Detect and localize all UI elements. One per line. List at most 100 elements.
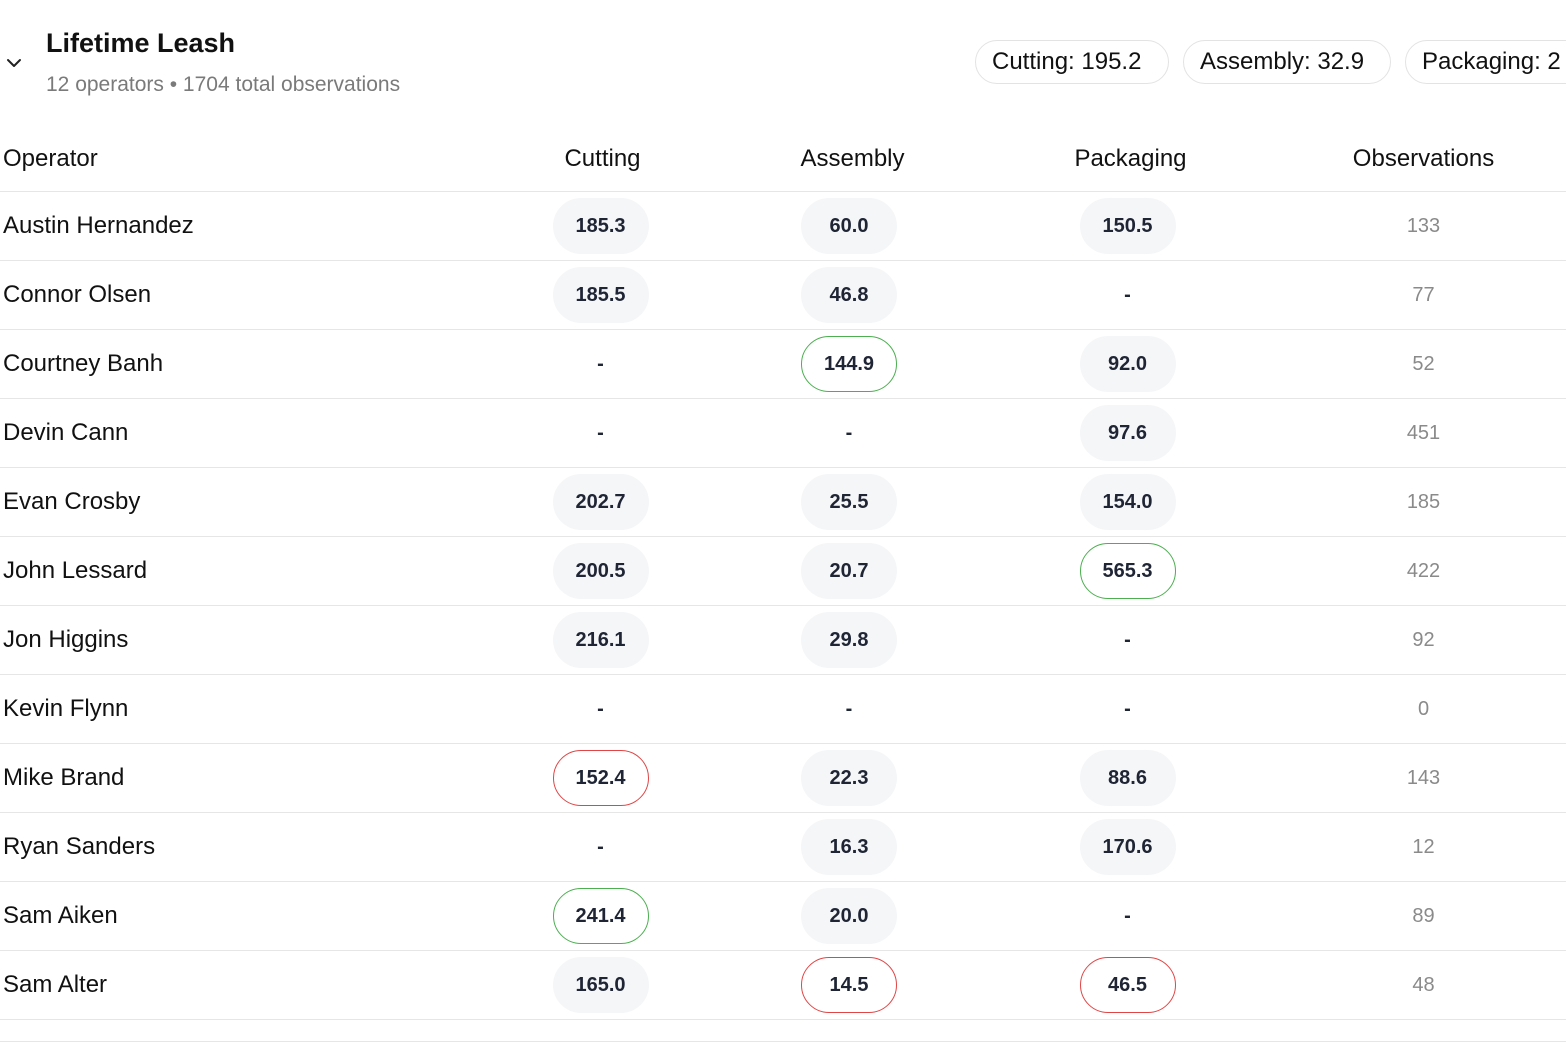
table-row[interactable]: John Lessard 200.5 20.7 565.3 422 (0, 536, 1566, 606)
table-header-row: Operator Cutting Assembly Packaging Obse… (0, 127, 1566, 192)
observations-count: 451 (1281, 398, 1566, 468)
assembly-value-pill[interactable]: 14.5 (801, 957, 897, 1013)
operator-name: Sam Alter (0, 950, 480, 1020)
packaging-cell: 170.6 (980, 812, 1281, 882)
observations-count: 52 (1281, 329, 1566, 399)
section-header: Lifetime Leash 12 operators • 1704 total… (0, 0, 1566, 120)
section-title: Lifetime Leash (46, 28, 236, 58)
packaging-cell: - (980, 605, 1281, 675)
cutting-cell: - (480, 398, 725, 468)
packaging-cell: - (980, 260, 1281, 330)
chevron-down-icon (7, 59, 21, 67)
cutting-value-pill[interactable]: 185.5 (552, 267, 649, 323)
assembly-cell: 16.3 (725, 812, 980, 882)
assembly-cell: 46.8 (725, 260, 980, 330)
packaging-cell: 88.6 (980, 743, 1281, 813)
divider (0, 1041, 1566, 1042)
cutting-cell: 152.4 (480, 743, 725, 813)
assembly-value-pill[interactable]: 46.8 (801, 267, 897, 323)
cutting-value-pill[interactable]: 200.5 (552, 543, 649, 599)
chip-packaging-average[interactable]: Packaging: 2 (1405, 40, 1566, 84)
cutting-cell: 185.5 (480, 260, 725, 330)
packaging-empty-value: - (1124, 283, 1131, 306)
observations-count: 12 (1281, 812, 1566, 882)
table-row[interactable]: Kevin Flynn - - - 0 (0, 674, 1566, 744)
table-row[interactable]: Austin Hernandez 185.3 60.0 150.5 133 (0, 191, 1566, 261)
packaging-empty-value: - (1124, 628, 1131, 651)
packaging-value-pill[interactable]: 154.0 (1079, 474, 1176, 530)
table-row[interactable]: Sam Aiken 241.4 20.0 - 89 (0, 881, 1566, 951)
column-header-assembly[interactable]: Assembly (725, 127, 980, 192)
assembly-cell: 60.0 (725, 191, 980, 261)
column-header-observations[interactable]: Observations (1281, 127, 1566, 192)
assembly-value-pill[interactable]: 25.5 (801, 474, 897, 530)
observations-count: 77 (1281, 260, 1566, 330)
cutting-cell: 165.0 (480, 950, 725, 1020)
cutting-cell: 216.1 (480, 605, 725, 675)
assembly-empty-value: - (845, 697, 853, 720)
operator-name: Mike Brand (0, 743, 480, 813)
cutting-cell: - (480, 812, 725, 882)
cutting-empty-value: - (597, 835, 604, 858)
column-header-operator[interactable]: Operator (0, 127, 480, 192)
assembly-value-pill[interactable]: 144.9 (801, 336, 897, 392)
operator-name: Austin Hernandez (0, 191, 480, 261)
table-row[interactable]: Sam Alter 165.0 14.5 46.5 48 (0, 950, 1566, 1020)
cutting-value-pill[interactable]: 185.3 (552, 198, 649, 254)
assembly-cell: 144.9 (725, 329, 980, 399)
assembly-cell: 29.8 (725, 605, 980, 675)
packaging-cell: 154.0 (980, 467, 1281, 537)
table-row[interactable]: Devin Cann - - 97.6 451 (0, 398, 1566, 468)
packaging-value-pill[interactable]: 97.6 (1079, 405, 1176, 461)
packaging-cell: 150.5 (980, 191, 1281, 261)
packaging-empty-value: - (1124, 697, 1131, 720)
table-row[interactable]: Courtney Banh - 144.9 92.0 52 (0, 329, 1566, 399)
packaging-value-pill[interactable]: 565.3 (1079, 543, 1176, 599)
assembly-value-pill[interactable]: 29.8 (801, 612, 897, 668)
cutting-value-pill[interactable]: 202.7 (552, 474, 649, 530)
operator-name: Sam Aiken (0, 881, 480, 951)
assembly-value-pill[interactable]: 20.7 (801, 543, 897, 599)
column-header-cutting[interactable]: Cutting (480, 127, 725, 192)
cutting-empty-value: - (597, 352, 604, 375)
assembly-value-pill[interactable]: 60.0 (801, 198, 897, 254)
cutting-value-pill[interactable]: 165.0 (552, 957, 649, 1013)
cutting-empty-value: - (597, 697, 604, 720)
packaging-value-pill[interactable]: 88.6 (1079, 750, 1176, 806)
packaging-value-pill[interactable]: 150.5 (1079, 198, 1176, 254)
assembly-empty-value: - (845, 421, 853, 444)
operator-name: Devin Cann (0, 398, 480, 468)
cutting-empty-value: - (597, 421, 604, 444)
section-subtitle: 12 operators • 1704 total observations (46, 73, 401, 96)
operator-name: Connor Olsen (0, 260, 480, 330)
table-row[interactable]: Evan Crosby 202.7 25.5 154.0 185 (0, 467, 1566, 537)
operator-name: Kevin Flynn (0, 674, 480, 744)
observations-count: 185 (1281, 467, 1566, 537)
assembly-value-pill[interactable]: 22.3 (801, 750, 897, 806)
operator-name: Ryan Sanders (0, 812, 480, 882)
assembly-cell: 22.3 (725, 743, 980, 813)
packaging-value-pill[interactable]: 170.6 (1079, 819, 1176, 875)
operator-name: Courtney Banh (0, 329, 480, 399)
cutting-value-pill[interactable]: 152.4 (552, 750, 649, 806)
assembly-value-pill[interactable]: 20.0 (801, 888, 897, 944)
observations-count: 422 (1281, 536, 1566, 606)
assembly-cell: - (725, 398, 980, 468)
observations-count: 92 (1281, 605, 1566, 675)
chip-cutting-average[interactable]: Cutting: 195.2 (975, 40, 1169, 84)
table-row[interactable]: Ryan Sanders - 16.3 170.6 12 (0, 812, 1566, 882)
cutting-value-pill[interactable]: 241.4 (552, 888, 649, 944)
table-row[interactable]: Mike Brand 152.4 22.3 88.6 143 (0, 743, 1566, 813)
cutting-value-pill[interactable]: 216.1 (552, 612, 649, 668)
packaging-value-pill[interactable]: 92.0 (1079, 336, 1176, 392)
cutting-cell: - (480, 329, 725, 399)
assembly-value-pill[interactable]: 16.3 (801, 819, 897, 875)
column-header-packaging[interactable]: Packaging (980, 127, 1281, 192)
collapse-toggle[interactable] (3, 52, 25, 74)
packaging-value-pill[interactable]: 46.5 (1079, 957, 1176, 1013)
cutting-cell: 200.5 (480, 536, 725, 606)
packaging-cell: 97.6 (980, 398, 1281, 468)
chip-assembly-average[interactable]: Assembly: 32.9 (1183, 40, 1391, 84)
table-row[interactable]: Jon Higgins 216.1 29.8 - 92 (0, 605, 1566, 675)
table-row[interactable]: Connor Olsen 185.5 46.8 - 77 (0, 260, 1566, 330)
